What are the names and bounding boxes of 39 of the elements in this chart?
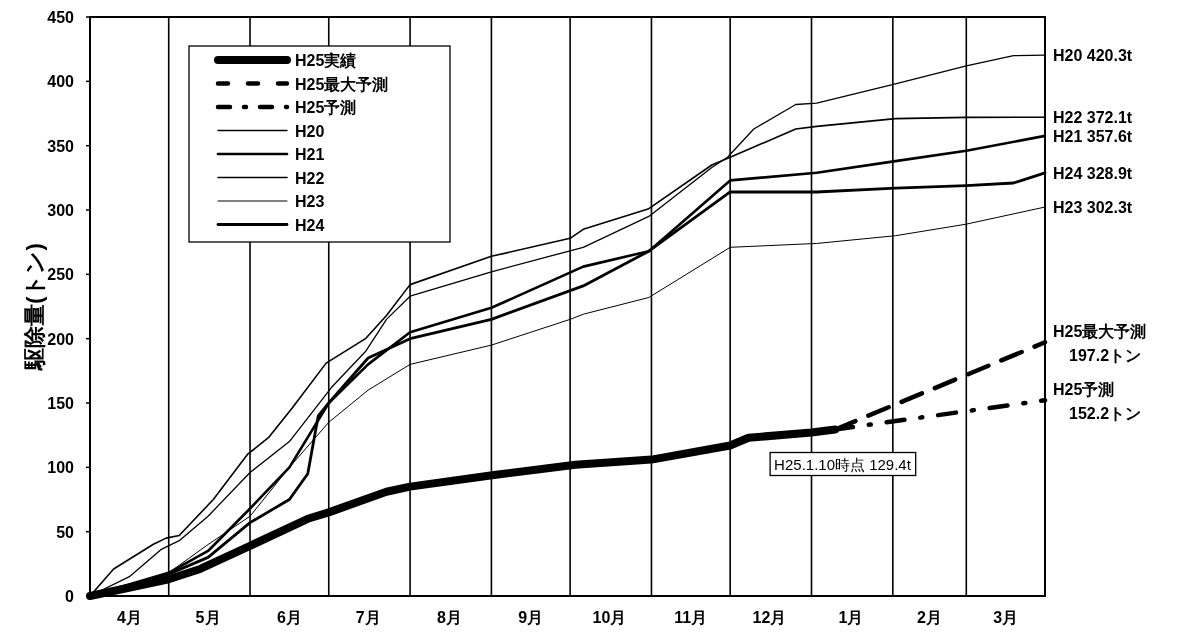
annotation: H21 357.6t <box>1053 127 1133 145</box>
x-tick-label: 9月 <box>518 609 544 626</box>
y-tick-label: 100 <box>47 459 75 477</box>
legend-label: H22 <box>295 169 325 187</box>
legend-label: H20 <box>295 122 325 140</box>
annotation: H23 302.3t <box>1053 199 1133 217</box>
legend-label: H25予測 <box>295 99 357 116</box>
annotation: H20 420.3t <box>1053 47 1133 65</box>
legend-label: H25実績 <box>295 51 357 69</box>
legend-label: H23 <box>295 193 325 210</box>
legend-label: H21 <box>295 146 325 163</box>
annotation: H24 328.9t <box>1053 164 1133 182</box>
annotation: H25.1.10時点 129.4t <box>774 455 912 473</box>
x-tick-label: 5月 <box>195 609 221 626</box>
y-axis-title: 駆除量(トン) <box>22 243 47 371</box>
y-tick-label: 200 <box>47 330 75 348</box>
x-tick-label: 11月 <box>674 609 708 626</box>
x-tick-label: 12月 <box>752 609 787 626</box>
y-tick-label: 50 <box>56 523 75 541</box>
annotation: H25最大予測 197.2トン <box>1053 323 1147 365</box>
x-tick-label: 10月 <box>592 609 627 626</box>
y-tick-label: 300 <box>47 202 75 219</box>
y-tick-label: 350 <box>47 137 75 155</box>
y-tick-label: 450 <box>47 9 75 26</box>
x-tick-label: 4月 <box>116 609 142 626</box>
y-tick-label: 150 <box>47 395 75 412</box>
annotation: H25予測 152.2トン <box>1053 381 1142 423</box>
y-tick-label: 400 <box>47 73 75 91</box>
x-tick-label: 6月 <box>276 609 302 626</box>
x-tick-label: 3月 <box>993 609 1019 626</box>
y-tick-label: 250 <box>47 266 75 284</box>
legend-label: H24 <box>295 216 325 234</box>
x-tick-label: 7月 <box>355 609 381 626</box>
annotation: H22 372.1t <box>1053 109 1133 127</box>
x-tick-label: 2月 <box>917 609 943 626</box>
y-tick-label: 0 <box>65 588 75 605</box>
legend-label: H25最大予測 <box>295 75 389 93</box>
x-tick-label: 8月 <box>436 609 462 626</box>
x-tick-label: 1月 <box>838 609 864 626</box>
